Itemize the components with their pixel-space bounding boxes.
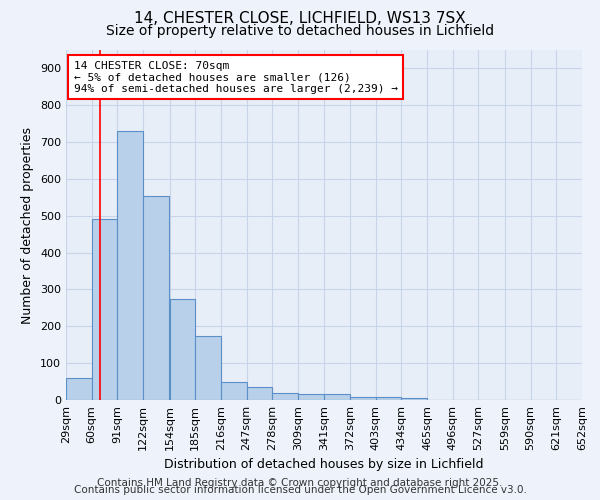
Text: 14, CHESTER CLOSE, LICHFIELD, WS13 7SX: 14, CHESTER CLOSE, LICHFIELD, WS13 7SX [134, 11, 466, 26]
Bar [170, 298, 195, 400]
Bar [247, 387, 272, 400]
Bar [143, 196, 169, 400]
Bar [325, 394, 350, 400]
Bar [376, 397, 401, 400]
Bar [195, 336, 221, 400]
Bar [221, 382, 247, 400]
Y-axis label: Number of detached properties: Number of detached properties [22, 126, 34, 324]
X-axis label: Distribution of detached houses by size in Lichfield: Distribution of detached houses by size … [164, 458, 484, 471]
Bar [272, 392, 298, 400]
Text: 14 CHESTER CLOSE: 70sqm
← 5% of detached houses are smaller (126)
94% of semi-de: 14 CHESTER CLOSE: 70sqm ← 5% of detached… [74, 60, 398, 94]
Bar [92, 220, 118, 400]
Bar [118, 131, 143, 400]
Bar [66, 378, 92, 400]
Bar [401, 398, 427, 400]
Bar [298, 394, 323, 400]
Text: Contains public sector information licensed under the Open Government Licence v3: Contains public sector information licen… [74, 485, 526, 495]
Text: Contains HM Land Registry data © Crown copyright and database right 2025.: Contains HM Land Registry data © Crown c… [97, 478, 503, 488]
Text: Size of property relative to detached houses in Lichfield: Size of property relative to detached ho… [106, 24, 494, 38]
Bar [350, 397, 376, 400]
